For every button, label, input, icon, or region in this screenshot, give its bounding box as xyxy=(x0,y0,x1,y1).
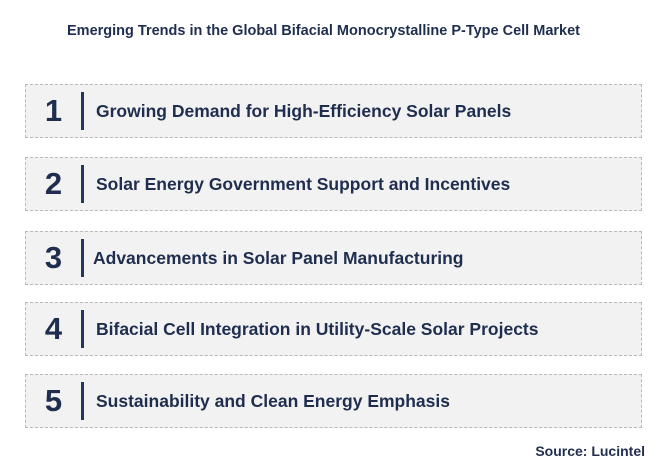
trend-label: Solar Energy Government Support and Ince… xyxy=(96,173,511,194)
trend-number: 1 xyxy=(44,93,63,128)
trend-number: 5 xyxy=(44,383,63,418)
trend-divider xyxy=(81,165,84,203)
trend-number: 2 xyxy=(44,166,63,201)
trend-divider xyxy=(81,92,84,130)
trend-item-1: 1 Growing Demand for High-Efficiency Sol… xyxy=(25,84,642,138)
trend-item-5: 5 Sustainability and Clean Energy Emphas… xyxy=(25,374,642,428)
trend-divider xyxy=(81,310,84,348)
source-credit: Source: Lucintel xyxy=(535,443,645,459)
trend-item-4: 4 Bifacial Cell Integration in Utility-S… xyxy=(25,302,642,356)
trend-divider xyxy=(81,382,84,420)
trend-label: Sustainability and Clean Energy Emphasis xyxy=(96,390,450,411)
trend-item-3: 3 Advancements in Solar Panel Manufactur… xyxy=(25,231,642,285)
trend-divider xyxy=(81,239,84,277)
trend-label: Bifacial Cell Integration in Utility-Sca… xyxy=(96,318,539,339)
chart-title: Emerging Trends in the Global Bifacial M… xyxy=(67,23,580,39)
trend-label: Advancements in Solar Panel Manufacturin… xyxy=(93,247,464,268)
trend-number: 3 xyxy=(44,240,63,275)
trend-item-2: 2 Solar Energy Government Support and In… xyxy=(25,157,642,211)
trend-label: Growing Demand for High-Efficiency Solar… xyxy=(96,100,512,121)
trend-number: 4 xyxy=(44,311,63,346)
